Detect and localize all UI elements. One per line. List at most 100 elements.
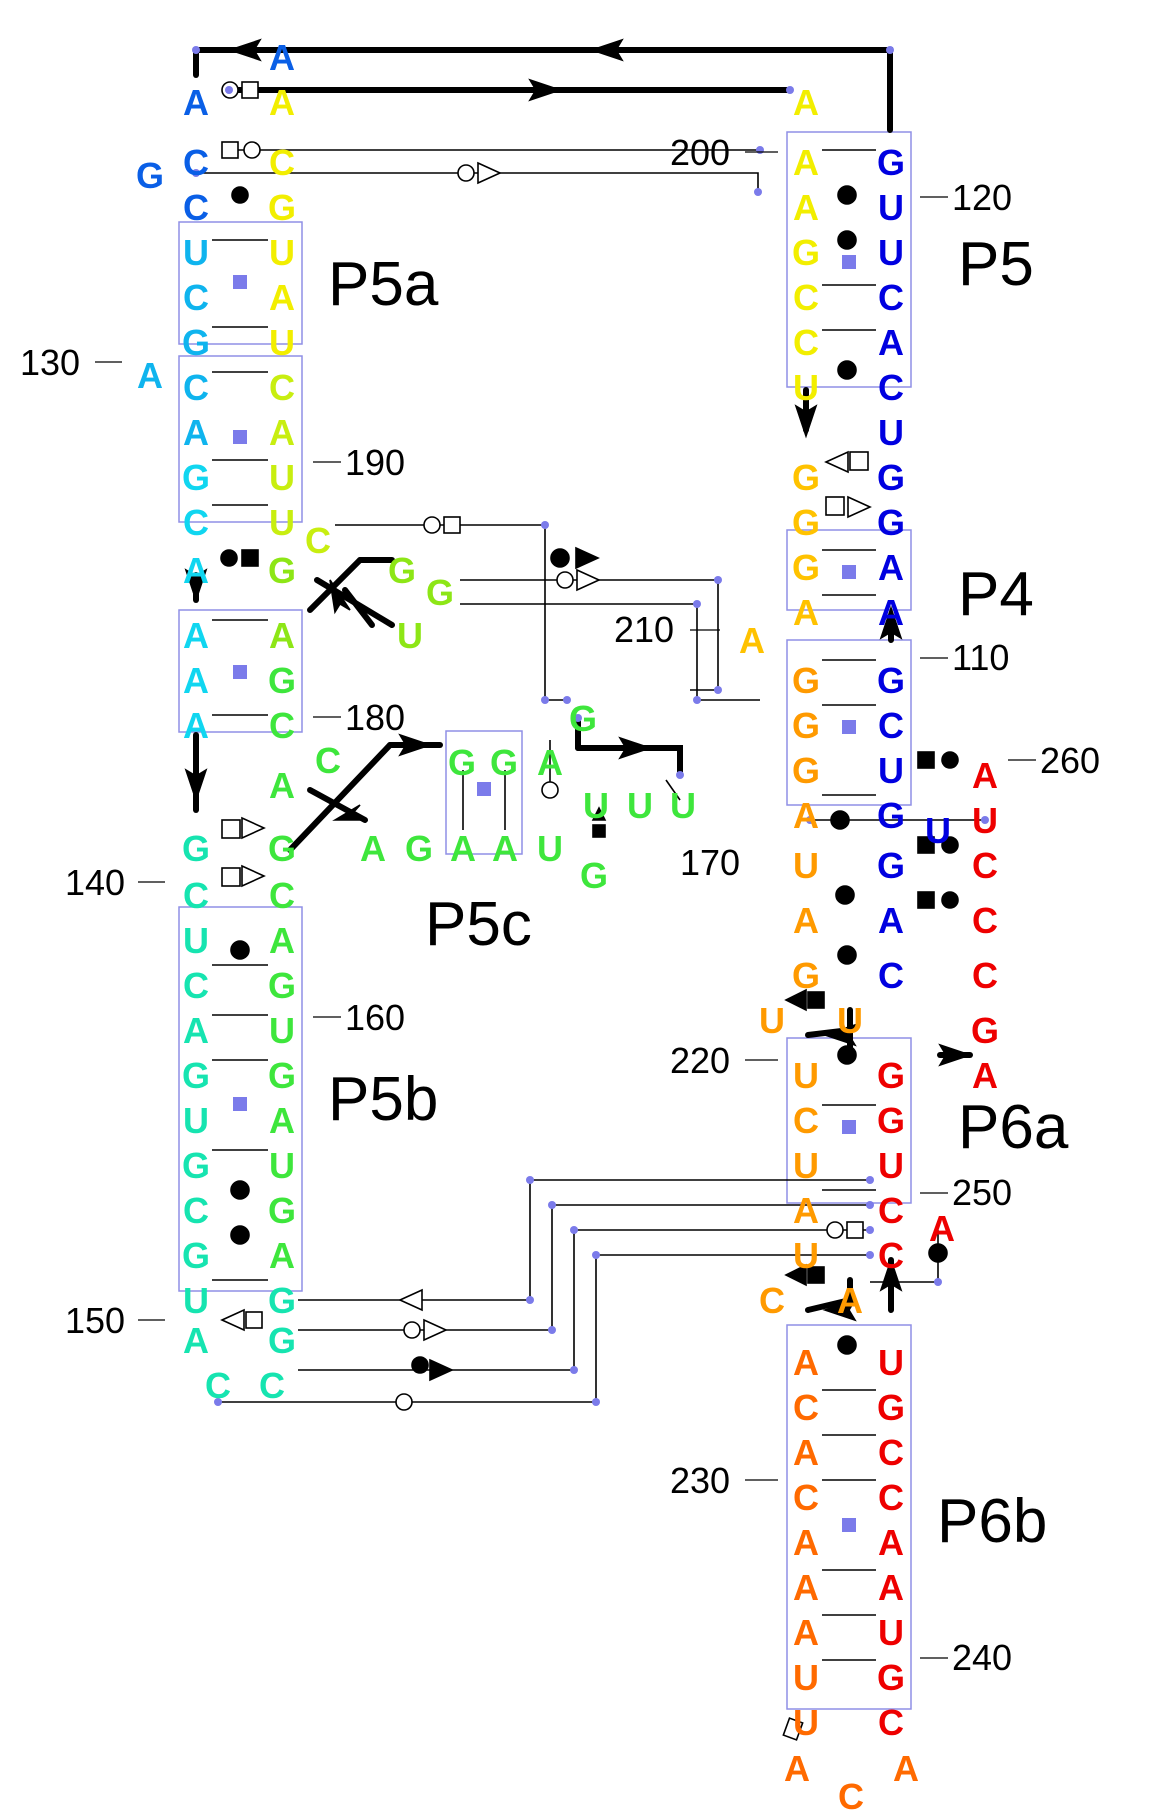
nucleotide: A xyxy=(972,755,998,796)
nucleotide: A xyxy=(793,1432,819,1473)
nucleotide: G xyxy=(268,550,296,591)
nucleotide: A xyxy=(183,705,209,746)
nucleotide: G xyxy=(268,965,296,1006)
nucleotide: U xyxy=(972,800,998,841)
nucleotide: C xyxy=(878,1235,904,1276)
helix-box-p5a xyxy=(178,221,303,345)
nucleotide: U xyxy=(759,1000,785,1041)
nucleotide: A xyxy=(269,920,295,961)
nucleotide: U xyxy=(269,322,295,363)
nucleotide: A xyxy=(793,1342,819,1383)
nucleotide: A xyxy=(269,1235,295,1276)
nucleotide: C xyxy=(972,955,998,996)
position-260: 260 xyxy=(1040,740,1100,781)
nucleotide: A xyxy=(972,1055,998,1096)
helix-label-p5b: P5b xyxy=(328,1065,438,1134)
nucleotide: U xyxy=(183,1280,209,1321)
nucleotide: A xyxy=(793,900,819,941)
nucleotide: A xyxy=(450,828,476,869)
nucleotide: A xyxy=(269,615,295,656)
nucleotide: G xyxy=(792,457,820,498)
nucleotide: G xyxy=(971,1010,999,1051)
nucleotide: A xyxy=(878,1567,904,1608)
nucleotide: C xyxy=(183,965,209,1006)
nucleotide: U xyxy=(793,1145,819,1186)
helix-label-p5: P5 xyxy=(958,230,1034,299)
nucleotide: C xyxy=(183,142,209,183)
helix-label-p4: P4 xyxy=(958,560,1034,629)
nucleotide: G xyxy=(268,1190,296,1231)
nucleotide: C xyxy=(269,367,295,408)
nucleotide: C xyxy=(793,1477,819,1518)
helix-box-p5b xyxy=(178,906,303,1292)
position-130: 130 xyxy=(20,342,80,383)
nucleotide: A xyxy=(793,1190,819,1231)
nucleotide: C xyxy=(878,705,904,746)
nucleotide: A xyxy=(137,355,163,396)
nucleotide: A xyxy=(183,615,209,656)
position-190: 190 xyxy=(345,442,405,483)
nucleotide: G xyxy=(792,955,820,996)
position-210: 210 xyxy=(614,609,674,650)
nucleotide: C xyxy=(878,1477,904,1518)
nucleotide: A xyxy=(269,1100,295,1141)
nucleotide: C xyxy=(793,1100,819,1141)
nucleotide: A xyxy=(793,187,819,228)
nucleotide: A xyxy=(183,550,209,591)
position-170: 170 xyxy=(680,842,740,883)
nucleotide: G xyxy=(877,1387,905,1428)
nucleotide: A xyxy=(269,412,295,453)
nucleotide: A xyxy=(537,742,563,783)
nucleotide: C xyxy=(183,1190,209,1231)
nucleotide: C xyxy=(759,1280,785,1321)
nucleotide: G xyxy=(426,572,454,613)
nucleotide: G xyxy=(268,660,296,701)
nucleotide: A xyxy=(878,592,904,633)
nucleotide: C xyxy=(878,1702,904,1743)
position-140: 140 xyxy=(65,862,125,903)
nucleotide: A xyxy=(492,828,518,869)
nucleotide: U xyxy=(878,750,904,791)
nucleotide: A xyxy=(793,1567,819,1608)
nucleotide: G xyxy=(490,742,518,783)
nucleotide: U xyxy=(583,785,609,826)
nucleotide: G xyxy=(268,828,296,869)
nucleotide: U xyxy=(878,1145,904,1186)
nucleotide: G xyxy=(268,1320,296,1361)
helix-label-p6b: P6b xyxy=(937,1487,1047,1556)
nucleotide: G xyxy=(182,1235,210,1276)
nucleotide: A xyxy=(183,1320,209,1361)
nucleotide: A xyxy=(739,620,765,661)
nucleotide: U xyxy=(269,232,295,273)
helix-label-p5a: P5a xyxy=(328,250,439,319)
nucleotide: A xyxy=(183,412,209,453)
nucleotide: C xyxy=(183,502,209,543)
nucleotide: U xyxy=(183,232,209,273)
nucleotide: U xyxy=(793,1657,819,1698)
nucleotide: U xyxy=(537,828,563,869)
nucleotide: G xyxy=(405,828,433,869)
nucleotide: C xyxy=(183,277,209,318)
position-200: 200 xyxy=(670,132,730,173)
nucleotide: G xyxy=(877,660,905,701)
nucleotide: G xyxy=(877,457,905,498)
nucleotide: G xyxy=(388,550,416,591)
noncanonical-circles xyxy=(220,185,959,1374)
helix-box-p4-upper xyxy=(786,529,912,611)
nucleotide: A xyxy=(269,82,295,123)
nucleotide: C xyxy=(305,520,331,561)
wobble-pair-markers xyxy=(233,255,856,1532)
nucleotide: A xyxy=(269,277,295,318)
nucleotide: A xyxy=(793,142,819,183)
nucleotide: U xyxy=(793,1055,819,1096)
position-150: 150 xyxy=(65,1300,125,1341)
nucleotide: C xyxy=(878,367,904,408)
nucleotide: U xyxy=(793,845,819,886)
nucleotide: C xyxy=(183,875,209,916)
nucleotide: G xyxy=(182,828,210,869)
nucleotide: G xyxy=(877,142,905,183)
nucleotide: U xyxy=(878,1612,904,1653)
position-240: 240 xyxy=(952,1637,1012,1678)
